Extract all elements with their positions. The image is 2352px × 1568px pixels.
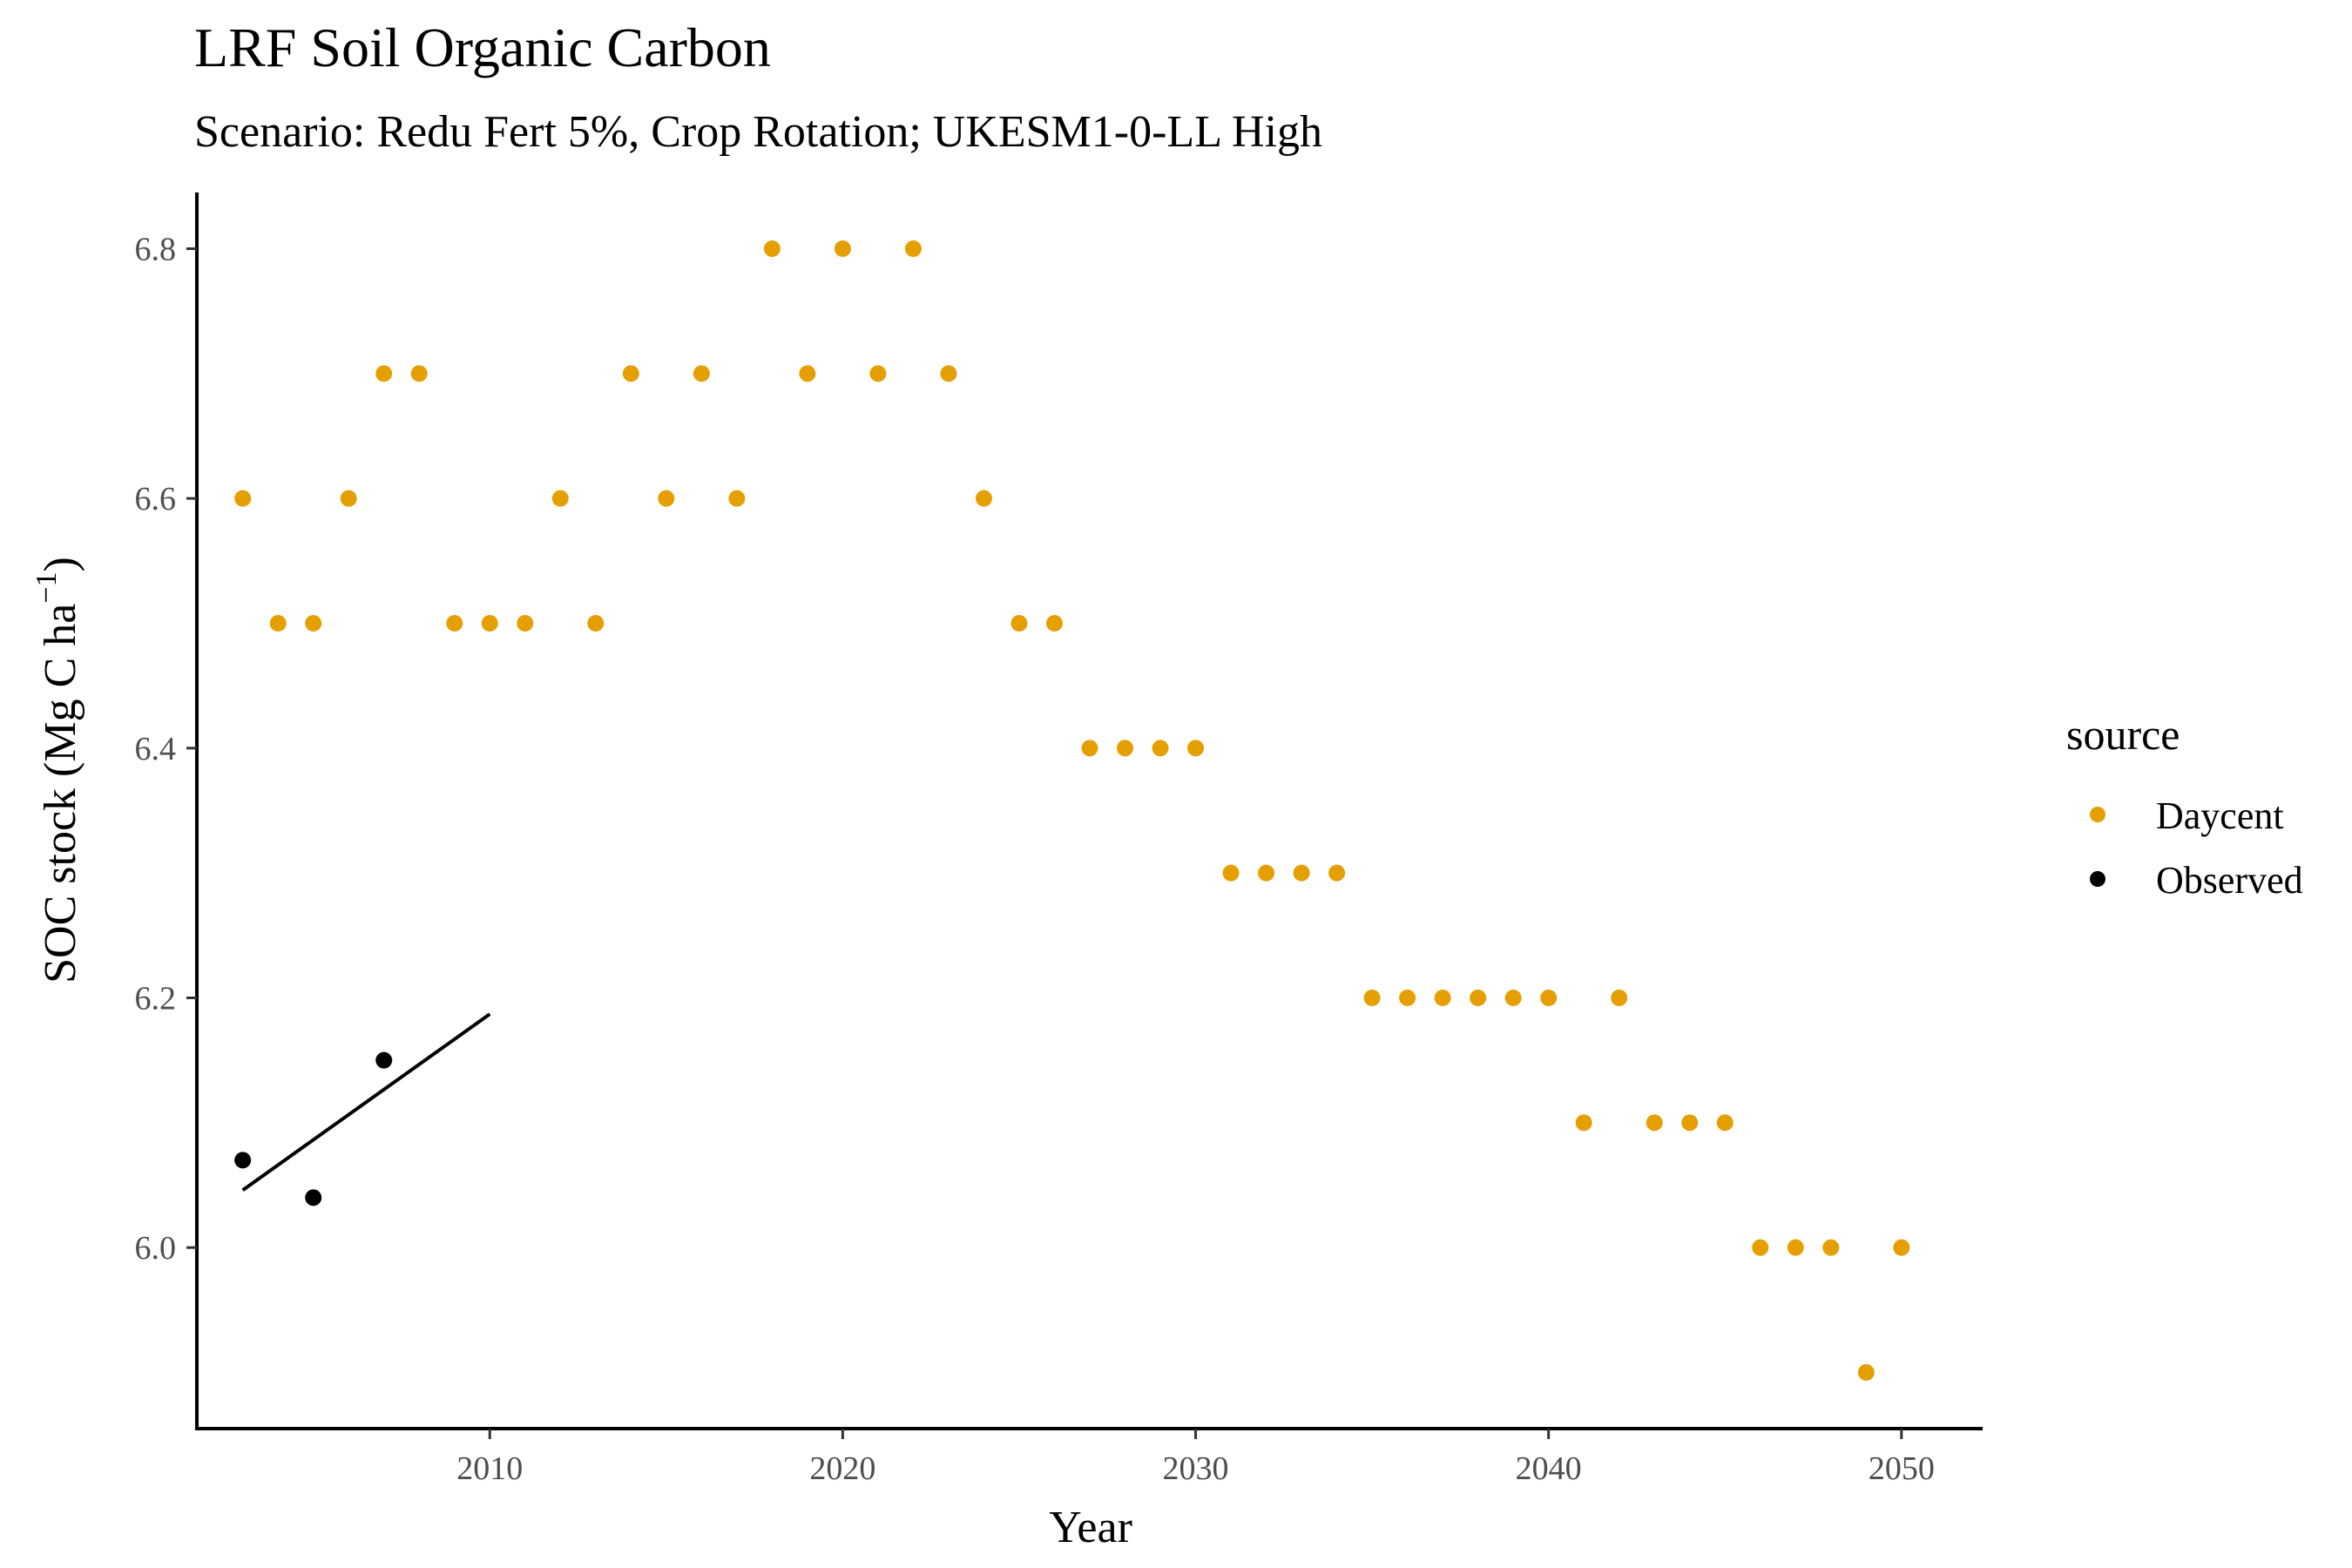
point-daycent: [869, 365, 887, 382]
point-daycent: [1681, 1114, 1699, 1132]
x-tick-label: 2030: [1163, 1450, 1229, 1487]
observed-trend-line: [241, 1012, 491, 1192]
point-observed: [375, 1051, 393, 1069]
point-daycent: [834, 240, 851, 257]
point-daycent: [1504, 990, 1522, 1006]
point-daycent: [1152, 740, 1169, 757]
point-daycent: [517, 615, 534, 632]
point-daycent: [1575, 1114, 1592, 1132]
legend-title: source: [2066, 710, 2180, 759]
legend: source Daycent Observed: [2066, 710, 2303, 902]
legend-key-observed: [2090, 871, 2105, 887]
y-tick-label: 6.2: [135, 981, 177, 1017]
point-daycent: [1117, 740, 1134, 757]
x-tick-label: 2010: [456, 1450, 523, 1487]
y-tick-label: 6.6: [135, 481, 177, 517]
point-daycent: [1187, 740, 1205, 757]
x-tick-label: 2020: [809, 1450, 875, 1487]
point-daycent: [975, 490, 992, 507]
point-daycent: [728, 490, 746, 507]
point-daycent: [1752, 1239, 1769, 1256]
point-daycent: [1540, 990, 1558, 1006]
y-axis-title: SOC stock (Mg C ha−1): [30, 557, 85, 983]
point-daycent: [587, 615, 605, 632]
y-tick-label: 6.4: [135, 731, 177, 767]
point-daycent: [693, 365, 710, 382]
legend-label-daycent: Daycent: [2156, 794, 2284, 837]
y-axis-title-sup: −1: [30, 571, 63, 603]
point-daycent: [1893, 1239, 1910, 1256]
point-daycent: [1222, 864, 1240, 882]
point-daycent: [799, 365, 816, 382]
point-daycent: [658, 490, 675, 507]
point-daycent: [375, 365, 393, 382]
y-tick-label: 6.8: [135, 232, 177, 268]
point-daycent: [1045, 615, 1063, 632]
point-daycent: [305, 615, 322, 632]
point-daycent: [940, 365, 957, 382]
x-tick-label: 2050: [1869, 1450, 1935, 1487]
plot-area: [234, 240, 1910, 1381]
point-daycent: [1646, 1114, 1663, 1132]
point-daycent: [1611, 990, 1628, 1006]
chart-subtitle: Scenario: Redu Fert 5%, Crop Rotation; U…: [194, 107, 1322, 157]
legend-key-daycent: [2090, 807, 2105, 822]
point-daycent: [551, 490, 569, 507]
point-daycent: [1822, 1239, 1840, 1256]
x-axis-title: Year: [1049, 1503, 1132, 1552]
point-daycent: [1010, 615, 1028, 632]
y-tick-label: 6.0: [135, 1230, 177, 1267]
y-axis-ticks: 6.0 6.2 6.4 6.6 6.8: [135, 232, 197, 1267]
point-daycent: [234, 490, 252, 507]
point-daycent: [1081, 740, 1098, 757]
point-daycent: [1293, 864, 1310, 882]
point-daycent: [904, 240, 922, 257]
point-daycent: [1787, 1239, 1804, 1256]
point-daycent: [1434, 990, 1451, 1006]
point-daycent: [1328, 864, 1346, 882]
point-daycent: [1258, 864, 1275, 882]
y-axis-title-close: ): [36, 557, 85, 571]
point-daycent: [1399, 990, 1416, 1006]
point-daycent: [1363, 990, 1381, 1006]
point-daycent: [1716, 1114, 1734, 1132]
x-tick-label: 2040: [1516, 1450, 1582, 1487]
point-daycent: [763, 240, 781, 257]
point-daycent: [481, 615, 498, 632]
y-axis-title-main: SOC stock (Mg C ha: [36, 604, 85, 983]
point-daycent: [1470, 990, 1487, 1006]
point-daycent: [340, 490, 357, 507]
point-observed: [305, 1189, 322, 1206]
point-daycent: [269, 615, 287, 632]
point-daycent: [410, 365, 428, 382]
point-daycent: [446, 615, 463, 632]
legend-label-observed: Observed: [2156, 859, 2303, 902]
point-daycent: [622, 365, 639, 382]
point-daycent: [1857, 1364, 1875, 1381]
point-observed: [234, 1152, 252, 1169]
x-axis-ticks: 2010 2020 2030 2040 2050: [456, 1429, 1935, 1487]
trend-layer: [241, 1012, 491, 1192]
chart-title: LRF Soil Organic Carbon: [194, 17, 771, 78]
points-layer: [234, 240, 1910, 1381]
